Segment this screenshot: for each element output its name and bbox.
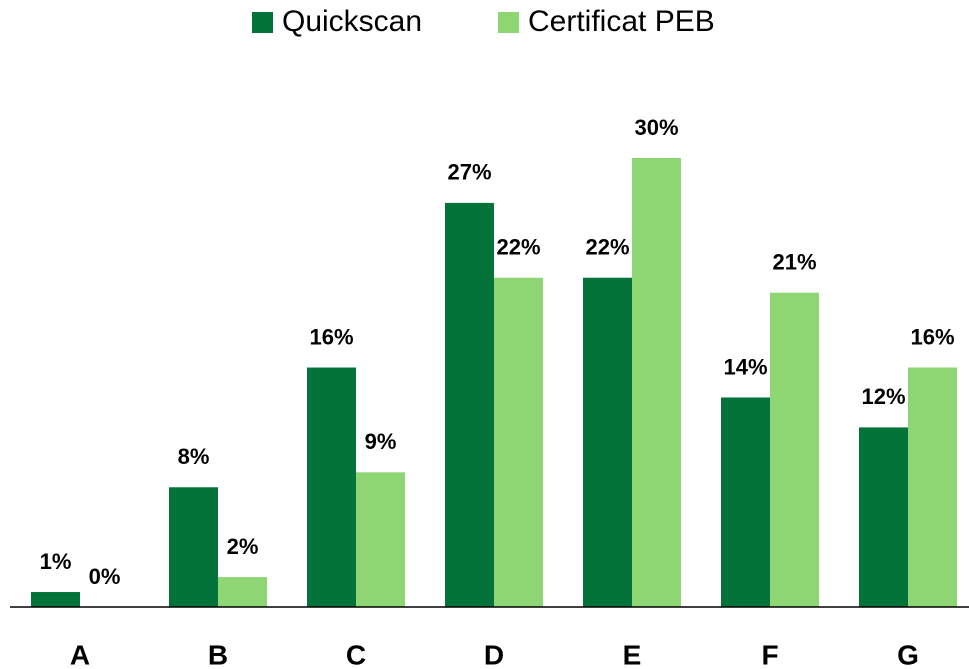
bar [721,397,770,607]
x-tick-label: B [208,639,228,669]
value-label: 21% [772,250,816,275]
value-label: 22% [496,235,540,260]
bar [356,472,405,607]
x-tick-label: E [623,639,642,669]
bar [31,592,80,607]
bar [494,277,543,607]
x-tick-label: A [70,639,90,669]
x-tick-label: F [761,639,778,669]
bar [218,577,267,607]
value-label: 14% [723,354,767,379]
value-label: 12% [861,384,905,409]
value-label: 8% [178,444,210,469]
bar [307,367,356,607]
value-label: 22% [585,235,629,260]
value-label: 0% [89,564,121,589]
bar [632,158,681,607]
legend-label: Quickscan [282,5,422,38]
legend-swatch [498,12,519,33]
x-tick-label: D [484,639,504,669]
legend-label: Certificat PEB [528,5,715,38]
x-tick-label: C [346,639,366,669]
value-label: 1% [40,549,72,574]
value-label: 16% [910,324,954,349]
bar [445,202,494,607]
value-label: 27% [447,160,491,185]
bar [859,427,908,607]
legend-swatch [252,12,273,33]
value-label: 9% [365,429,397,454]
value-label: 30% [634,115,678,140]
bar [583,277,632,607]
bar [770,292,819,607]
bar [169,487,218,607]
bar [908,367,957,607]
value-label: 2% [227,534,259,559]
value-label: 16% [309,324,353,349]
x-tick-label: G [897,639,919,669]
